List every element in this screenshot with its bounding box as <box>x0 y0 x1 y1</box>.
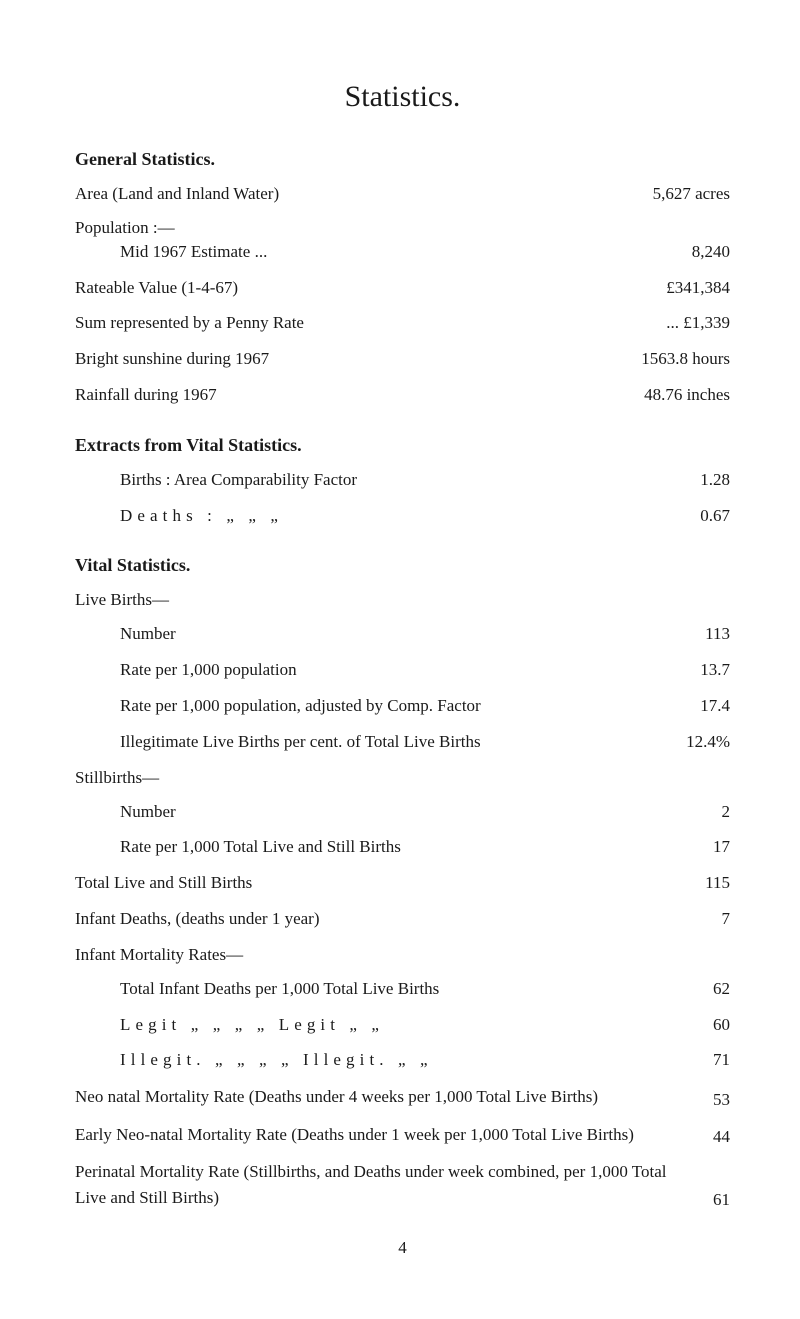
im-illegit-value: 71 <box>693 1048 730 1072</box>
im-total-line: Total Infant Deaths per 1,000 Total Live… <box>75 977 730 1001</box>
births-factor-value: 1.28 <box>680 468 730 492</box>
im-illegit-line: Illegit. „ „ „ „ Illegit. „ „ 71 <box>75 1048 730 1072</box>
infant-deaths-value: 7 <box>702 907 731 931</box>
sb-rate-value: 17 <box>693 835 730 859</box>
area-label: Area (Land and Inland Water) <box>75 182 633 206</box>
mid-estimate-line: Mid 1967 Estimate ... 8,240 <box>75 240 730 264</box>
population-label: Population :— <box>75 218 730 238</box>
im-legit-label: Legit „ „ „ „ Legit „ „ <box>120 1013 693 1037</box>
lb-rate-adj-line: Rate per 1,000 population, adjusted by C… <box>75 694 730 718</box>
early-neonatal-label: Early Neo-natal Mortality Rate (Deaths u… <box>75 1122 693 1148</box>
mid-estimate-value: 8,240 <box>672 240 730 264</box>
area-line: Area (Land and Inland Water) 5,627 acres <box>75 182 730 206</box>
im-illegit-label: Illegit. „ „ „ „ Illegit. „ „ <box>120 1048 693 1072</box>
page-number: 4 <box>75 1238 730 1258</box>
lb-illegit-label: Illegitimate Live Births per cent. of To… <box>120 730 666 754</box>
sunshine-value: 1563.8 hours <box>621 347 730 371</box>
lb-illegit-value: 12.4% <box>666 730 730 754</box>
rainfall-line: Rainfall during 1967 48.76 inches <box>75 383 730 407</box>
lb-rate-pop-label: Rate per 1,000 population <box>120 658 680 682</box>
perinatal-line: Perinatal Mortality Rate (Stillbirths, a… <box>75 1159 730 1210</box>
perinatal-label: Perinatal Mortality Rate (Stillbirths, a… <box>75 1159 693 1210</box>
rateable-value: £341,384 <box>646 276 730 300</box>
rainfall-value: 48.76 inches <box>624 383 730 407</box>
sb-number-line: Number 2 <box>75 800 730 824</box>
lb-number-label: Number <box>120 622 685 646</box>
lb-illegit-line: Illegitimate Live Births per cent. of To… <box>75 730 730 754</box>
deaths-factor-label: Deaths : „ „ „ <box>120 504 680 528</box>
rainfall-label: Rainfall during 1967 <box>75 383 624 407</box>
lb-rate-pop-value: 13.7 <box>680 658 730 682</box>
early-neonatal-line: Early Neo-natal Mortality Rate (Deaths u… <box>75 1122 730 1148</box>
vital-statistics-heading: Vital Statistics. <box>75 555 730 576</box>
area-value: 5,627 acres <box>633 182 730 206</box>
total-live-still-value: 115 <box>685 871 730 895</box>
total-live-still-line: Total Live and Still Births 115 <box>75 871 730 895</box>
rateable-line: Rateable Value (1-4-67) £341,384 <box>75 276 730 300</box>
lb-rate-pop-line: Rate per 1,000 population 13.7 <box>75 658 730 682</box>
births-factor-line: Births : Area Comparability Factor 1.28 <box>75 468 730 492</box>
stillbirths-heading: Stillbirths— <box>75 768 730 788</box>
neonatal-line: Neo natal Mortality Rate (Deaths under 4… <box>75 1084 730 1110</box>
sunshine-line: Bright sunshine during 1967 1563.8 hours <box>75 347 730 371</box>
sunshine-label: Bright sunshine during 1967 <box>75 347 621 371</box>
im-legit-line: Legit „ „ „ „ Legit „ „ 60 <box>75 1013 730 1037</box>
page-title: Statistics. <box>75 80 730 114</box>
total-live-still-label: Total Live and Still Births <box>75 871 685 895</box>
extracts-heading: Extracts from Vital Statistics. <box>75 435 730 456</box>
penny-rate-line: Sum represented by a Penny Rate ... £1,3… <box>75 311 730 335</box>
sb-number-value: 2 <box>702 800 731 824</box>
neonatal-value: 53 <box>693 1090 730 1110</box>
mid-estimate-label: Mid 1967 Estimate ... <box>120 240 672 264</box>
perinatal-value: 61 <box>693 1190 730 1210</box>
penny-rate-value: ... £1,339 <box>646 311 730 335</box>
deaths-factor-value: 0.67 <box>680 504 730 528</box>
sb-number-label: Number <box>120 800 702 824</box>
penny-rate-label: Sum represented by a Penny Rate <box>75 311 646 335</box>
sb-rate-line: Rate per 1,000 Total Live and Still Birt… <box>75 835 730 859</box>
im-total-label: Total Infant Deaths per 1,000 Total Live… <box>120 977 693 1001</box>
lb-number-line: Number 113 <box>75 622 730 646</box>
general-statistics-heading: General Statistics. <box>75 149 730 170</box>
infant-mortality-heading: Infant Mortality Rates— <box>75 945 730 965</box>
live-births-heading: Live Births— <box>75 590 730 610</box>
lb-rate-adj-label: Rate per 1,000 population, adjusted by C… <box>120 694 680 718</box>
im-total-value: 62 <box>693 977 730 1001</box>
infant-deaths-line: Infant Deaths, (deaths under 1 year) 7 <box>75 907 730 931</box>
neonatal-label: Neo natal Mortality Rate (Deaths under 4… <box>75 1084 693 1110</box>
early-neonatal-value: 44 <box>693 1127 730 1147</box>
im-legit-value: 60 <box>693 1013 730 1037</box>
lb-number-value: 113 <box>685 622 730 646</box>
births-factor-label: Births : Area Comparability Factor <box>120 468 680 492</box>
rateable-label: Rateable Value (1-4-67) <box>75 276 646 300</box>
deaths-factor-line: Deaths : „ „ „ 0.67 <box>75 504 730 528</box>
sb-rate-label: Rate per 1,000 Total Live and Still Birt… <box>120 835 693 859</box>
infant-deaths-label: Infant Deaths, (deaths under 1 year) <box>75 907 702 931</box>
lb-rate-adj-value: 17.4 <box>680 694 730 718</box>
